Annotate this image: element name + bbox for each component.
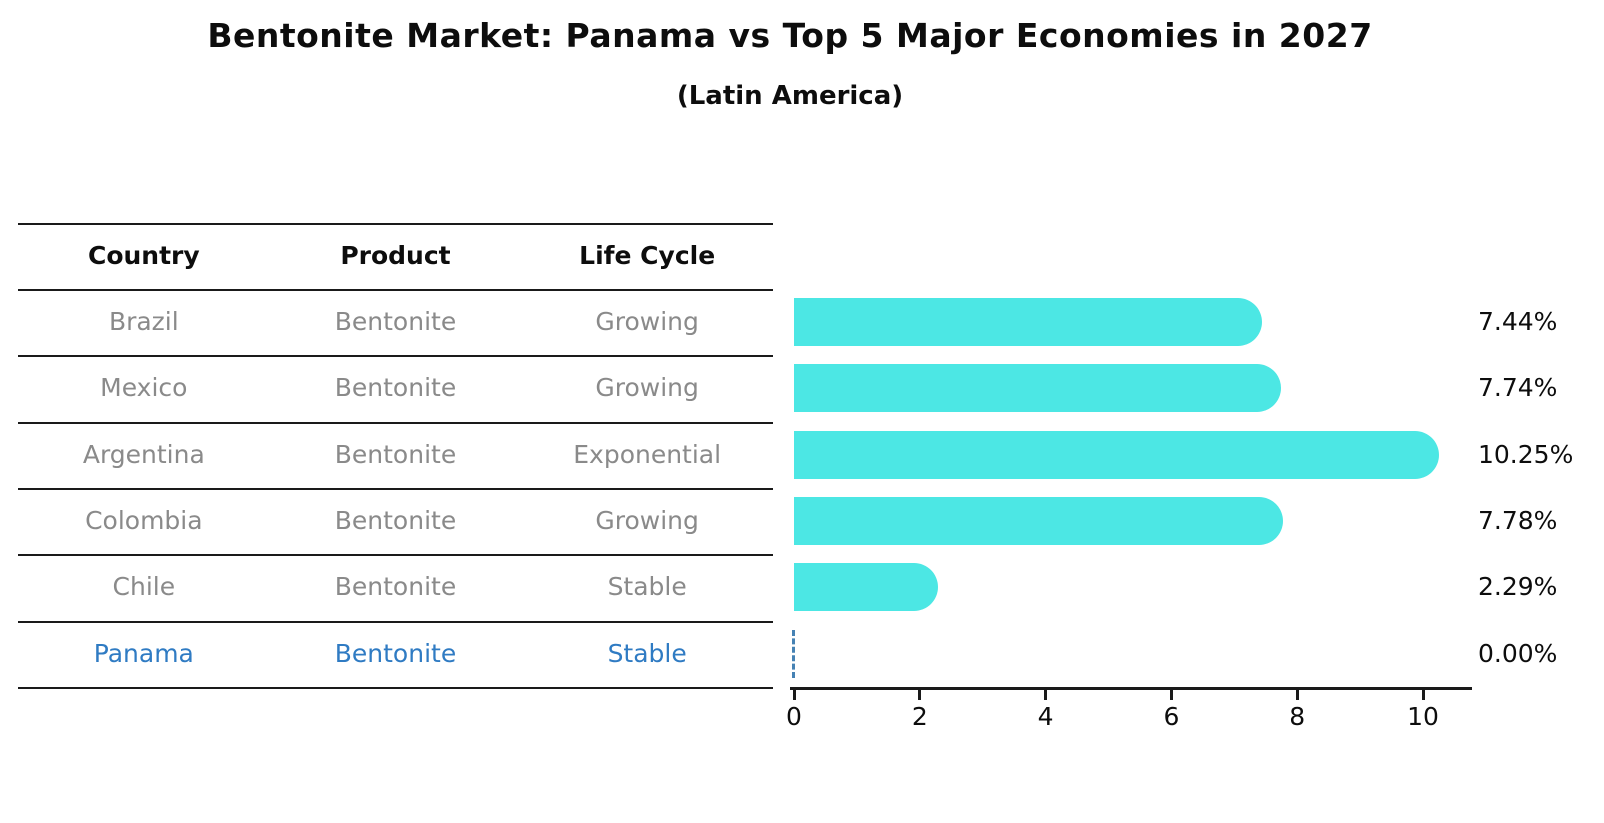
bar-value-label: 7.74% xyxy=(1478,373,1558,403)
table-cell: Chile xyxy=(112,572,176,602)
x-axis-tick xyxy=(792,690,796,700)
page-title: Bentonite Market: Panama vs Top 5 Major … xyxy=(207,16,1373,55)
table-header-cell: Life Cycle xyxy=(579,241,716,270)
table-cell: Bentonite xyxy=(334,439,457,469)
x-tick-label: 4 xyxy=(1037,702,1054,731)
table-cell: Stable xyxy=(607,638,687,668)
table-cell: Growing xyxy=(595,505,699,535)
table-row-line xyxy=(18,289,773,291)
bar-value-label: 10.25% xyxy=(1478,439,1574,469)
page-subtitle: (Latin America) xyxy=(676,81,904,111)
table-top-line xyxy=(18,223,773,225)
table-cell: Argentina xyxy=(82,439,205,469)
table-cell: Bentonite xyxy=(334,638,457,668)
table-cell: Exponential xyxy=(573,439,722,469)
table-cell: Growing xyxy=(595,373,699,403)
table-cell: Panama xyxy=(93,638,194,668)
table-row-line xyxy=(18,488,773,490)
x-axis-tick xyxy=(918,690,922,700)
table-header-cell: Product xyxy=(340,241,451,270)
table-cell: Growing xyxy=(595,307,699,336)
table-cell: Bentonite xyxy=(334,373,457,403)
table-cell: Bentonite xyxy=(334,505,457,535)
x-axis-tick xyxy=(1169,690,1173,700)
bar-value-label: 0.00% xyxy=(1478,638,1558,668)
table-header-cell: Country xyxy=(87,241,200,270)
table-cell: Bentonite xyxy=(334,572,457,602)
x-tick-label: 6 xyxy=(1163,702,1180,731)
x-tick-label: 0 xyxy=(786,702,802,731)
table-row-line xyxy=(18,422,773,424)
bar xyxy=(794,430,1439,479)
bar xyxy=(794,364,1281,413)
table-cell: Stable xyxy=(607,572,687,602)
bar-value-label: 7.44% xyxy=(1478,307,1558,337)
bar xyxy=(794,497,1284,546)
x-axis-line xyxy=(790,687,1472,690)
table-cell: Bentonite xyxy=(334,307,457,336)
table-row-line xyxy=(18,355,773,357)
table-row-line xyxy=(18,621,773,623)
bar xyxy=(794,298,1262,347)
bar-value-label: 7.78% xyxy=(1478,506,1558,536)
bar-value-label: 2.29% xyxy=(1478,572,1558,602)
x-tick-label: 8 xyxy=(1289,702,1306,731)
x-axis-tick xyxy=(1044,690,1048,700)
table-cell: Mexico xyxy=(100,373,188,403)
x-tick-label: 2 xyxy=(911,702,928,731)
table-row-line xyxy=(18,554,773,556)
zero-value-dashed-marker xyxy=(792,629,795,678)
x-axis-tick xyxy=(1295,690,1299,700)
x-axis-tick xyxy=(1421,690,1425,700)
table-row-line xyxy=(18,687,773,689)
bar xyxy=(794,563,939,612)
x-tick-label: 10 xyxy=(1407,702,1439,731)
table-cell: Brazil xyxy=(108,307,179,336)
table-cell: Colombia xyxy=(85,505,203,535)
